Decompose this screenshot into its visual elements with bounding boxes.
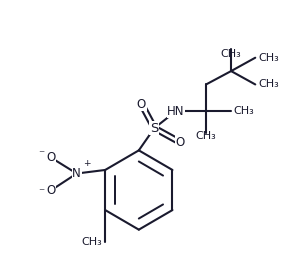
Text: O: O bbox=[46, 151, 55, 164]
Text: CH₃: CH₃ bbox=[234, 106, 255, 116]
Text: HN: HN bbox=[167, 105, 185, 118]
Text: O: O bbox=[175, 136, 185, 149]
Text: S: S bbox=[150, 122, 158, 135]
Text: ⁻: ⁻ bbox=[38, 187, 44, 200]
Text: CH₃: CH₃ bbox=[221, 49, 241, 59]
Text: +: + bbox=[83, 159, 91, 168]
Text: O: O bbox=[137, 98, 146, 110]
Text: CH₃: CH₃ bbox=[258, 53, 279, 63]
Text: O: O bbox=[46, 184, 55, 197]
Text: ⁻: ⁻ bbox=[38, 148, 44, 161]
Text: N: N bbox=[72, 167, 81, 180]
Text: CH₃: CH₃ bbox=[258, 79, 279, 89]
Text: CH₃: CH₃ bbox=[196, 131, 216, 141]
Text: CH₃: CH₃ bbox=[82, 237, 102, 247]
